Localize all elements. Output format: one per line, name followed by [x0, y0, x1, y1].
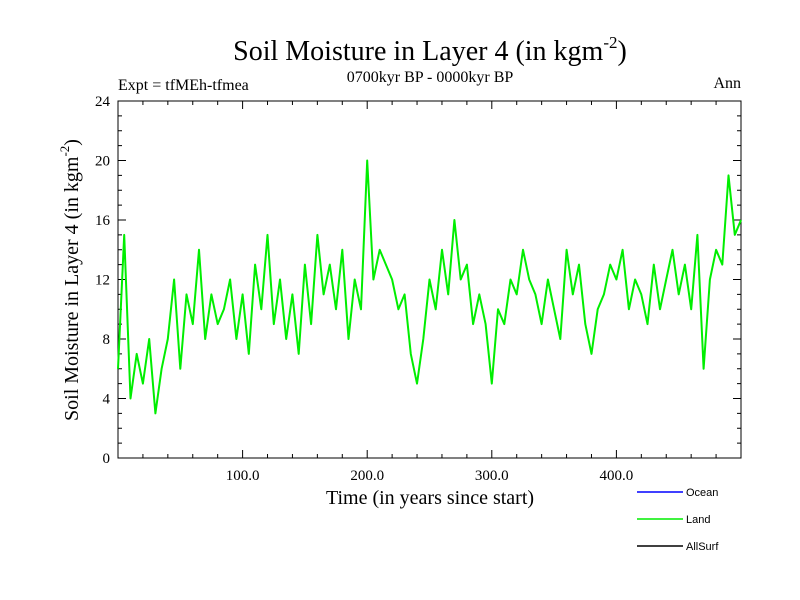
legend-entry: Ocean: [637, 487, 718, 499]
x-axis-label: Time (in years since start): [326, 487, 534, 509]
series-line-land: [117, 159, 742, 415]
experiment-label: Expt = tfMEh-tfmea: [118, 77, 249, 94]
x-axis-ticks: 100.0 200.0 300.0 400.0: [142, 101, 717, 484]
x-tick-label: 300.0: [475, 468, 509, 484]
y-axis-label-main: Soil Moisture in Layer 4 (in kgm: [61, 156, 83, 421]
data-series: [117, 159, 742, 415]
y-tick-label: 16: [95, 213, 111, 229]
legend-label: Ocean: [686, 487, 718, 499]
y-tick-label: 12: [95, 273, 110, 289]
chart-title-close: ): [618, 36, 627, 67]
y-tick-label: 0: [103, 451, 111, 467]
season-label: Ann: [713, 75, 741, 92]
x-tick-label: 100.0: [226, 468, 260, 484]
y-tick-label: 24: [95, 94, 111, 110]
chart-title-superscript: -2: [603, 33, 617, 52]
legend-label: Land: [686, 514, 710, 526]
chart-title: Soil Moisture in Layer 4 (in kgm-2): [233, 33, 627, 67]
y-tick-label: 8: [103, 332, 111, 348]
x-tick-label: 400.0: [600, 468, 634, 484]
chart-subtitle: 0700kyr BP - 0000kyr BP: [347, 69, 514, 86]
y-tick-label: 4: [103, 392, 111, 408]
y-axis-label: Soil Moisture in Layer 4 (in kgm-2): [57, 139, 83, 421]
y-axis-label-superscript: -2: [57, 146, 72, 157]
y-axis-ticks: 0 4 8 12 16 20 24: [95, 94, 741, 467]
legend-label: AllSurf: [686, 541, 719, 553]
legend: Ocean Land AllSurf: [637, 487, 719, 553]
legend-entry: Land: [637, 514, 710, 526]
x-tick-label: 200.0: [350, 468, 384, 484]
legend-entry: AllSurf: [637, 541, 719, 553]
y-tick-label: 20: [95, 154, 110, 170]
chart-title-main: Soil Moisture in Layer 4 (in kgm: [233, 36, 603, 67]
y-axis-label-close: ): [61, 139, 83, 146]
